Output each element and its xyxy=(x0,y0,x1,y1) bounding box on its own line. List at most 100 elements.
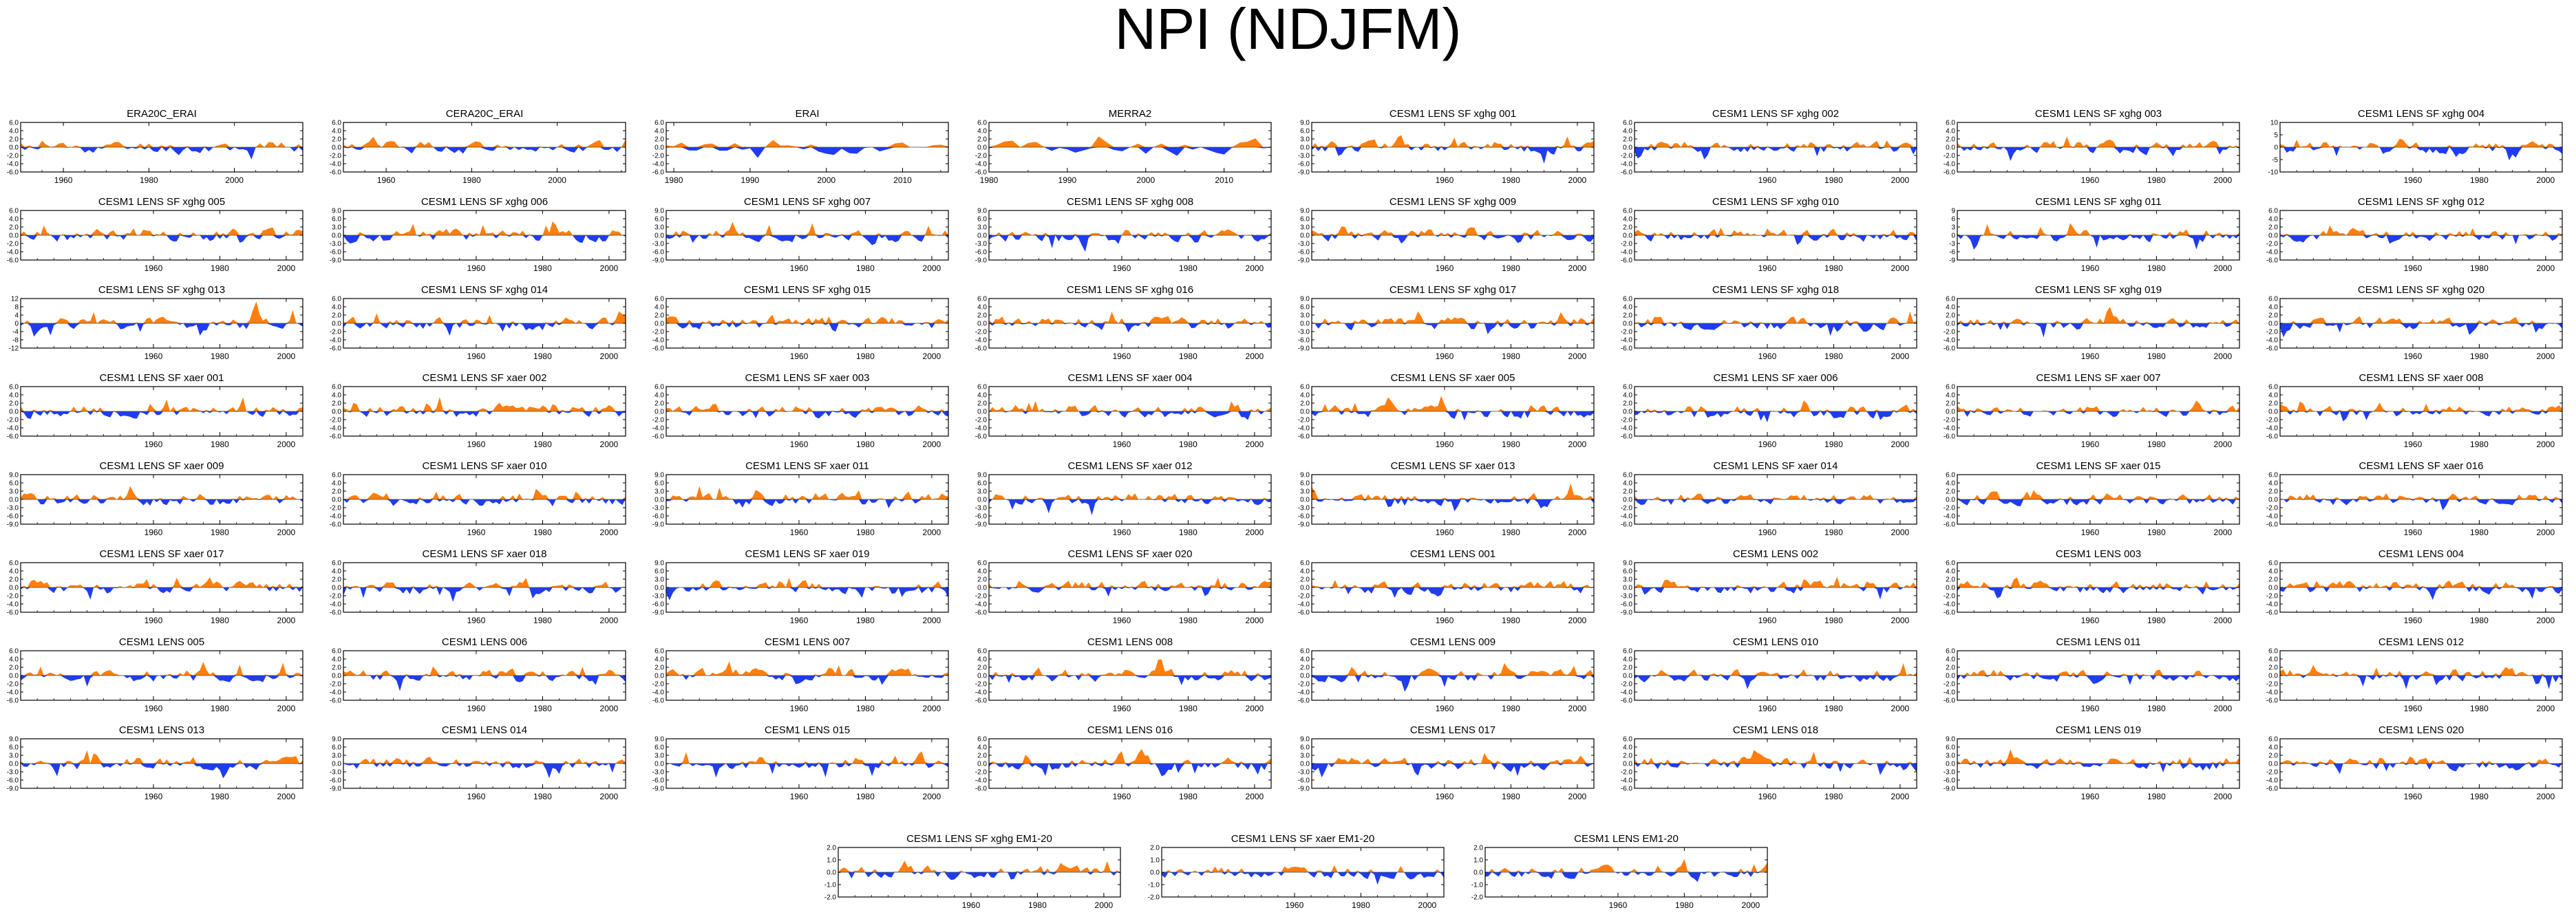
x-tick-label: 1980 xyxy=(211,528,229,537)
y-tick-label: -4.0 xyxy=(330,161,342,169)
y-tick-label: 0.0 xyxy=(654,585,664,592)
y-tick-label: 6.0 xyxy=(654,384,664,391)
y-tick-label: 0.0 xyxy=(1300,673,1310,680)
y-tick-label: 6.0 xyxy=(977,480,987,488)
panel-title: CESM1 LENS 002 xyxy=(1733,548,1818,560)
y-tick-label: -4.0 xyxy=(1621,161,1633,169)
positive-area xyxy=(2280,138,2562,147)
y-tick-label: 2.0 xyxy=(9,224,19,232)
panel-title: ERAI xyxy=(795,108,819,120)
y-tick-label: -3.0 xyxy=(652,769,665,777)
y-tick-label: 6.0 xyxy=(1300,648,1310,656)
x-tick-label: 1980 xyxy=(462,175,481,185)
x-tick-label: 2000 xyxy=(2214,792,2233,801)
x-tick-label: 1980 xyxy=(2147,352,2166,361)
y-tick-label: 4.0 xyxy=(9,216,19,224)
panel: CESM1 LENS 017 9.06.03.00.0-3.0-6.0-9.0 19… xyxy=(1298,724,1595,801)
x-tick-label: 1960 xyxy=(2404,175,2423,185)
y-tick-label: -2.0 xyxy=(1621,505,1633,512)
y-tick-label: -6.0 xyxy=(652,345,665,353)
negative-area xyxy=(989,499,1271,515)
panel: CESM1 LENS SF xghg 006 9.06.03.00.0-3.0-6… xyxy=(330,196,626,273)
negative-area xyxy=(343,587,626,603)
y-tick-label: 0 xyxy=(1951,233,1955,240)
y-tick-label: 6 xyxy=(1951,216,1955,224)
panel: CESM1 LENS SF xaer 008 6.04.02.00.0-2.0-4… xyxy=(2266,372,2563,449)
x-tick-label: 2000 xyxy=(1418,900,1437,910)
y-tick-label: 3.0 xyxy=(1300,136,1310,144)
y-tick-label: 6.0 xyxy=(654,296,664,303)
positive-area xyxy=(666,404,948,411)
panel-title: CESM1 LENS 003 xyxy=(2056,548,2141,560)
y-tick-label: -6.0 xyxy=(975,786,988,793)
y-tick-label: -2.0 xyxy=(975,593,988,601)
positive-area xyxy=(989,229,1271,235)
x-tick-label: 2000 xyxy=(923,528,941,537)
y-tick-label: -9.0 xyxy=(652,786,665,793)
x-tick-label: 1960 xyxy=(145,616,163,625)
panel: CESM1 LENS 002 9.06.03.00.0-3.0-6.0-9.0 19… xyxy=(1621,548,1917,625)
y-tick-label: -4.0 xyxy=(975,425,988,433)
y-tick-label: -4.0 xyxy=(1944,513,1956,521)
y-tick-label: 6.0 xyxy=(654,744,664,752)
negative-area xyxy=(343,675,626,691)
y-tick-label: 6.0 xyxy=(332,472,341,479)
x-tick-label: 1960 xyxy=(377,175,396,185)
panel-title: CESM1 LENS 018 xyxy=(1733,724,1818,736)
y-tick-label: 0.0 xyxy=(1946,585,1955,592)
x-tick-label: 2000 xyxy=(1891,175,1910,185)
panel: CESM1 LENS SF xghg 007 9.06.03.00.0-3.0-6… xyxy=(652,196,949,273)
positive-area xyxy=(21,225,303,235)
y-tick-label: 6.0 xyxy=(9,384,19,391)
y-tick-label: -4.0 xyxy=(1621,337,1633,345)
x-tick-label: 1980 xyxy=(140,175,158,185)
positive-area xyxy=(666,751,948,764)
y-tick-label: -6.0 xyxy=(1621,601,1633,609)
y-tick-label: 6.0 xyxy=(1946,744,1955,752)
y-tick-label: -6.0 xyxy=(330,698,342,705)
y-tick-label: 2.0 xyxy=(977,400,987,408)
y-tick-label: 6.0 xyxy=(1623,208,1632,215)
x-tick-label: 2000 xyxy=(2537,528,2555,537)
x-tick-label: 2000 xyxy=(2537,704,2555,713)
y-tick-label: 6.0 xyxy=(1623,472,1632,479)
y-tick-label: 2.0 xyxy=(977,664,987,672)
panel: CESM1 LENS 004 6.04.02.00.0-2.0-4.0-6.0 19… xyxy=(2266,548,2563,625)
panel-title: CESM1 LENS SF xaer 014 xyxy=(1714,460,1838,472)
y-tick-label: 0.0 xyxy=(1946,497,1955,504)
y-tick-label: 4.0 xyxy=(1946,304,1955,312)
panel: CESM1 LENS SF xaer 018 6.04.02.00.0-2.0-4… xyxy=(330,548,626,625)
panel-title: CESM1 LENS SF xghg 011 xyxy=(2035,196,2161,208)
x-tick-label: 2000 xyxy=(923,616,941,625)
y-tick-label: -6.0 xyxy=(2266,786,2279,793)
y-tick-label: 2.0 xyxy=(1623,753,1632,760)
negative-area xyxy=(21,147,303,160)
negative-area xyxy=(343,411,626,418)
x-tick-label: 2000 xyxy=(1568,792,1587,801)
y-tick-label: -4.0 xyxy=(1944,689,1956,697)
panel-title: CESM1 LENS 019 xyxy=(2056,724,2141,736)
panel-title: CESM1 LENS SF xaer 012 xyxy=(1068,460,1193,472)
x-tick-label: 2000 xyxy=(1891,352,1910,361)
positive-area xyxy=(1957,490,2239,499)
negative-area xyxy=(989,147,1271,156)
x-tick-label: 1980 xyxy=(2470,528,2489,537)
y-tick-label: 2.0 xyxy=(1946,664,1955,672)
x-tick-label: 2000 xyxy=(1246,440,1264,449)
y-tick-label: -4.0 xyxy=(975,777,988,785)
y-tick-label: -6.0 xyxy=(975,249,988,257)
x-tick-label: 1980 xyxy=(1179,704,1197,713)
panel-title: CESM1 LENS SF xghg 004 xyxy=(2358,108,2484,120)
y-tick-label: -4.0 xyxy=(1944,161,1956,169)
x-tick-label: 1960 xyxy=(145,352,163,361)
y-tick-label: 2.0 xyxy=(1150,845,1160,852)
y-tick-label: -6.0 xyxy=(7,513,19,521)
x-tick-label: 2000 xyxy=(2214,263,2233,273)
y-tick-label: 4.0 xyxy=(654,656,664,664)
x-tick-label: 2000 xyxy=(923,704,941,713)
x-tick-label: 1960 xyxy=(2081,263,2100,273)
y-tick-label: 6.0 xyxy=(1623,648,1632,656)
x-tick-label: 2000 xyxy=(600,704,619,713)
x-tick-label: 1980 xyxy=(1179,352,1197,361)
y-tick-label: 4.0 xyxy=(1623,744,1632,752)
